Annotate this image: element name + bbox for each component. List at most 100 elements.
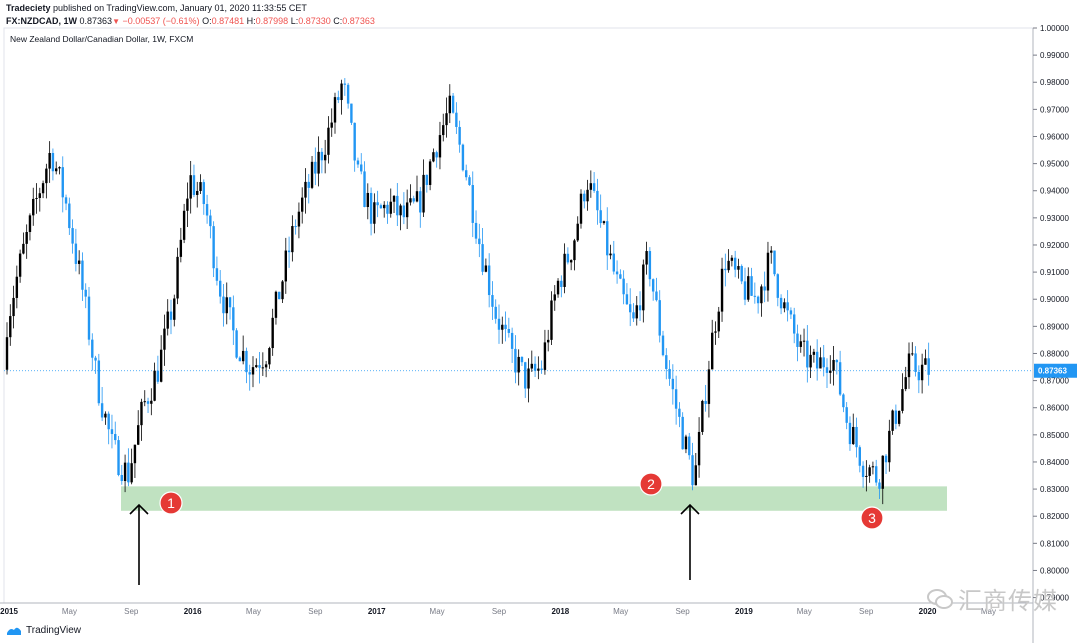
candle-down (560, 280, 563, 287)
candle-down (350, 103, 353, 123)
candle-up (635, 305, 638, 319)
candle-down (655, 291, 658, 301)
x-tick-label: 2020 (919, 607, 937, 616)
candle-up (12, 297, 15, 317)
candle-up (137, 425, 140, 445)
candle-down (205, 204, 209, 216)
candle-up (150, 400, 153, 404)
candle-down (688, 436, 691, 456)
candle-down (107, 413, 110, 430)
x-tick-label: 2019 (735, 607, 753, 616)
candle-down (733, 257, 737, 270)
candle-down (219, 280, 222, 297)
candle-down (878, 482, 881, 489)
candle-down (425, 174, 429, 185)
candle-up (32, 198, 35, 216)
candle-down (776, 274, 779, 298)
y-tick-label: 0.92000 (1040, 241, 1069, 250)
x-tick-label: May (613, 607, 628, 616)
candle-down (346, 84, 350, 104)
candle-down (524, 362, 527, 389)
candle-up (405, 202, 409, 218)
candle-down (87, 296, 91, 340)
candles (5, 78, 930, 505)
support-zone (121, 486, 947, 511)
candle-up (304, 181, 307, 198)
candle-down (822, 357, 825, 368)
candle-down (622, 278, 625, 295)
candle-down (74, 243, 78, 264)
candle-up (166, 311, 169, 329)
candle-down (835, 359, 839, 363)
candle-up (684, 436, 688, 450)
candle-up (415, 191, 419, 202)
candle-up (579, 193, 583, 224)
candle-up (333, 97, 337, 123)
candle-up (448, 95, 451, 114)
x-tick-label: May (430, 607, 445, 616)
candle-down (419, 191, 422, 213)
candle-up (274, 291, 278, 318)
candle-up (881, 455, 884, 489)
candle-up (25, 232, 28, 244)
candle-down (481, 244, 484, 272)
o-value: 0.87481 (211, 16, 245, 26)
candle-up (543, 342, 547, 370)
l-label: L: (290, 16, 299, 26)
candle-down (651, 279, 655, 292)
candle-down (678, 408, 681, 417)
candle-up (179, 239, 183, 257)
candle-up (904, 377, 907, 390)
candle-up (832, 359, 835, 371)
publish-info: Tradeciety published on TradingView.com,… (6, 3, 307, 13)
candle-up (717, 311, 720, 332)
candle-up (409, 198, 412, 203)
h-label: H: (246, 16, 256, 26)
candle-down (671, 378, 675, 390)
candle-up (182, 210, 186, 240)
candle-up (537, 368, 540, 371)
candle-down (245, 350, 248, 373)
candle-down (504, 324, 507, 329)
candle-up (766, 252, 770, 291)
candle-up (373, 202, 376, 224)
candle-down (120, 474, 123, 481)
candle-up (291, 226, 294, 253)
candle-up (530, 363, 533, 369)
candle-down (875, 466, 878, 483)
candle-up (55, 168, 58, 172)
candle-down (294, 226, 297, 228)
candle-down (724, 268, 727, 271)
candle-down (806, 340, 809, 368)
price-axis[interactable]: 1.00000 0.99000 0.98000 0.97000 0.96000 0.950… (1033, 24, 1077, 603)
candle-down (412, 198, 415, 202)
candle-down (258, 365, 261, 368)
x-tick-label: Sep (124, 607, 139, 616)
candle-down (540, 368, 543, 370)
candle-down (583, 193, 586, 202)
candle-up (143, 401, 146, 403)
candle-up (255, 365, 258, 368)
candle-down (468, 177, 471, 186)
candle-up (176, 256, 179, 299)
candle-up (35, 197, 38, 199)
candle-up (589, 183, 593, 190)
candle-down (127, 462, 130, 483)
candle-up (563, 253, 566, 287)
time-axis[interactable]: 2015 May Sep 2016 May Sep 2017 May Sep 2018 May Sep… (0, 607, 996, 616)
candle-down (169, 311, 173, 320)
candle-up (527, 368, 530, 389)
candle-up (897, 410, 901, 424)
candle-down (615, 271, 619, 275)
candle-up (569, 260, 573, 263)
tradingview-branding[interactable]: TradingView (6, 625, 81, 636)
brand-name: TradingView (26, 625, 82, 636)
candle-down (478, 238, 481, 245)
publisher-name[interactable]: Tradeciety (6, 3, 51, 13)
candle-down (314, 161, 317, 174)
candle-up (602, 221, 606, 224)
candle-down (566, 253, 570, 263)
candle-up (297, 211, 301, 227)
candle-up (251, 367, 255, 375)
